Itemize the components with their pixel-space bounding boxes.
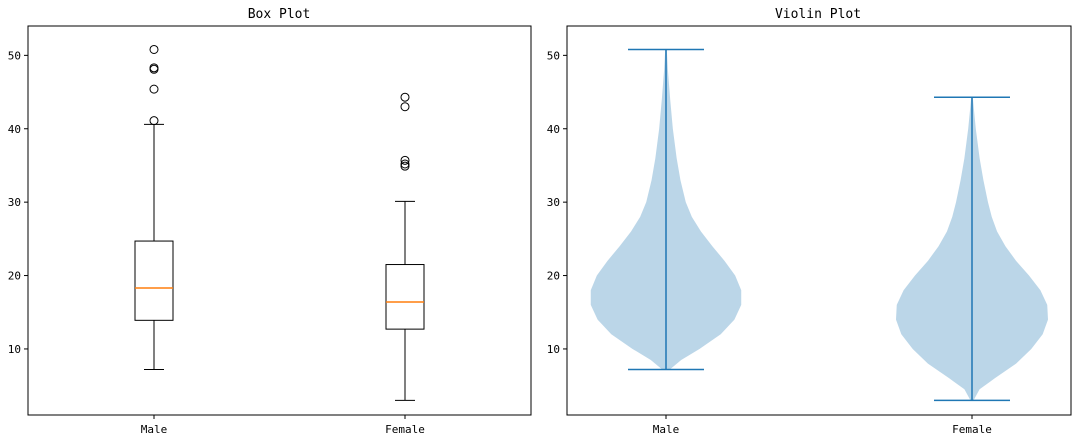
outlier-point <box>400 159 410 169</box>
outlier-point <box>149 84 159 94</box>
violin-plot-axes: Violin Plot 10 20 30 40 50 Male Female <box>547 7 1072 436</box>
violin-x-tick-label: Male <box>653 423 680 436</box>
violin-plot-title: Violin Plot <box>775 7 861 22</box>
violin-y-tick-label: 50 <box>547 49 560 62</box>
box-plot-frame <box>27 25 532 416</box>
box-plot-title: Box Plot <box>248 7 311 22</box>
box-x-tick-label: Female <box>385 423 425 436</box>
box-y-tick-label: 40 <box>8 123 21 136</box>
box-plot-axes: Box Plot 10 20 30 40 50 Male Female <box>8 7 532 436</box>
box-y-tick-label: 50 <box>8 49 21 62</box>
outlier-point <box>149 44 159 54</box>
violin-plot-x-ticks: Male Female <box>653 415 992 436</box>
outlier-point <box>400 92 410 102</box>
box-male <box>134 44 174 370</box>
box-y-tick-label: 30 <box>8 196 21 209</box>
box-female <box>385 92 425 401</box>
violin-female <box>896 96 1048 402</box>
box-y-tick-label: 10 <box>8 343 21 356</box>
violin-plot-frame <box>566 25 1072 416</box>
violin-y-tick-label: 20 <box>547 270 560 283</box>
violin-plot-marks <box>590 48 1048 402</box>
violin-y-tick-label: 10 <box>547 343 560 356</box>
violin-y-tick-label: 30 <box>547 196 560 209</box>
outlier-point <box>400 155 410 165</box>
outlier-point <box>400 161 410 171</box>
outlier-point <box>149 63 159 73</box>
violin-y-tick-label: 40 <box>547 123 560 136</box>
outlier-point <box>149 116 159 126</box>
outlier-point <box>400 102 410 112</box>
iqr-box <box>385 264 425 330</box>
box-plot-marks <box>134 44 425 401</box>
iqr-box <box>134 240 174 321</box>
violin-plot-y-ticks: 10 20 30 40 50 <box>547 49 567 356</box>
box-plot-x-ticks: Male Female <box>141 415 425 436</box>
violin-male <box>590 48 742 371</box>
violin-x-tick-label: Female <box>952 423 992 436</box>
box-x-tick-label: Male <box>141 423 168 436</box>
box-plot-y-ticks: 10 20 30 40 50 <box>8 49 28 356</box>
box-y-tick-label: 20 <box>8 270 21 283</box>
